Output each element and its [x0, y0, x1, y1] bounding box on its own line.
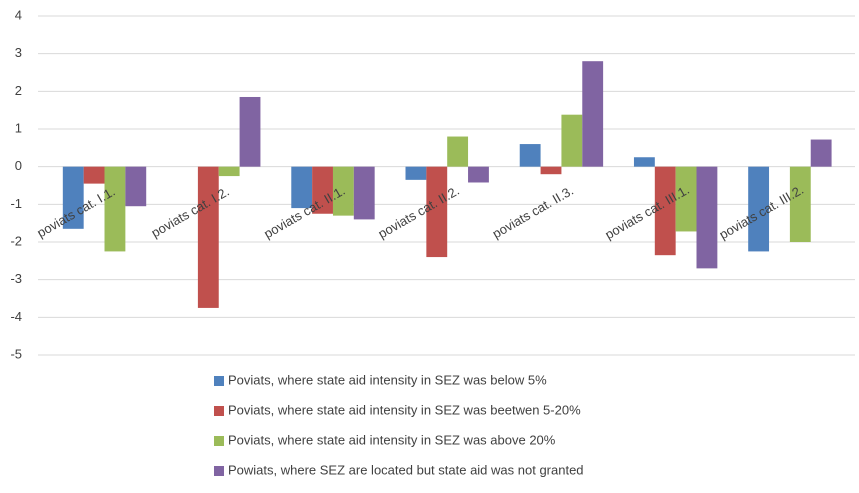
y-tick-label: 1	[15, 120, 22, 135]
legend-swatch	[214, 436, 224, 446]
y-tick-label: -1	[10, 196, 22, 211]
bar	[125, 166, 147, 207]
x-tick-label: poviats cat. II.2.	[375, 183, 461, 242]
bar	[197, 166, 219, 308]
y-tick-label: 4	[15, 7, 22, 22]
legend-label: Poviats, where state aid intensity in SE…	[228, 432, 556, 447]
legend-swatch	[214, 406, 224, 416]
bar	[405, 166, 427, 180]
bar	[810, 139, 832, 167]
y-tick-label: -5	[10, 346, 22, 361]
bar	[696, 166, 718, 269]
legend-swatch	[214, 376, 224, 386]
bar	[748, 166, 770, 252]
bar	[104, 166, 126, 252]
x-tick-label: poviats cat. II.3.	[490, 183, 576, 242]
bar	[332, 166, 354, 216]
y-tick-label: -4	[10, 309, 22, 324]
legend-swatch	[214, 466, 224, 476]
y-tick-label: 3	[15, 45, 22, 60]
bar	[519, 144, 541, 167]
bar	[654, 166, 676, 256]
bar	[426, 166, 448, 258]
bar	[447, 136, 469, 167]
y-tick-label: -3	[10, 271, 22, 286]
bar	[633, 157, 655, 167]
legend-label: Poviats, where state aid intensity in SE…	[228, 402, 581, 417]
y-tick-label: -2	[10, 233, 22, 248]
bar	[239, 96, 261, 167]
bar	[83, 166, 105, 184]
bar	[468, 166, 489, 183]
bar	[540, 166, 562, 175]
bar	[218, 166, 240, 177]
y-tick-label: 0	[15, 158, 22, 173]
bar	[291, 166, 313, 209]
x-tick-label: poviats cat. I.2.	[149, 184, 232, 241]
bar	[789, 166, 811, 242]
bar	[582, 61, 604, 167]
y-tick-label: 2	[15, 83, 22, 98]
legend-label: Powiats, where SEZ are located but state…	[228, 462, 584, 477]
bar	[675, 166, 697, 232]
bar	[561, 114, 583, 167]
legend-label: Poviats, where state aid intensity in SE…	[228, 372, 547, 387]
bar	[312, 166, 333, 214]
bar	[62, 166, 84, 229]
bar	[353, 166, 375, 220]
